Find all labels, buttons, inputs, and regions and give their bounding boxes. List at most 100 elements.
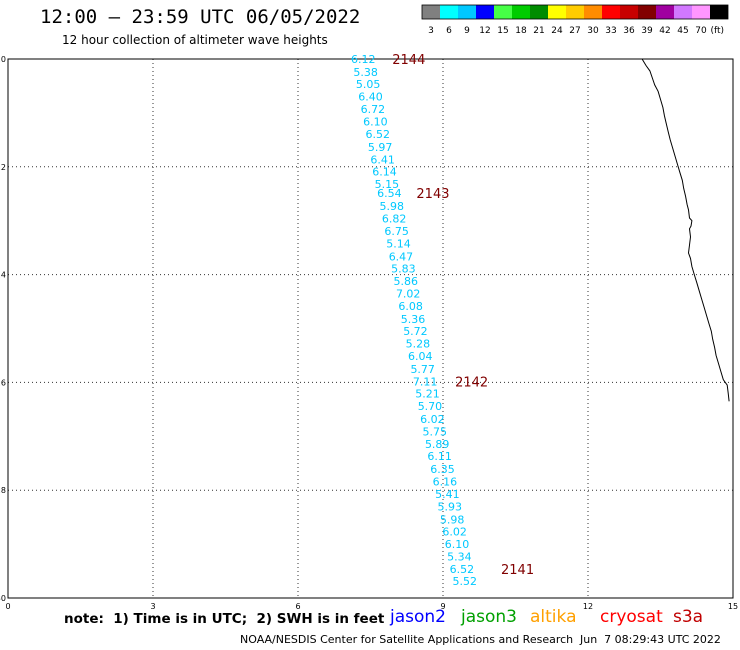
x-tick-label: 12 [583, 602, 593, 611]
pass-number-label: 2141 [501, 563, 534, 578]
swh-value-label: 5.75 [423, 425, 448, 438]
swh-value-label: 6.14 [372, 166, 397, 179]
swh-value-label: 5.52 [453, 575, 478, 588]
x-tick-label: 9 [440, 602, 445, 611]
footer-note: note: 1) Time is in UTC; 2) SWH is in fe… [64, 611, 385, 627]
colorbar-label: 39 [641, 26, 653, 36]
colorbar-label: 30 [587, 26, 599, 36]
colorbar-label: 21 [533, 26, 544, 36]
y-tick-label: -28 [0, 486, 6, 495]
swh-value-label: 6.10 [363, 116, 388, 129]
swh-value-label: 5.97 [368, 141, 393, 154]
colorbar-swatch [638, 5, 656, 19]
swh-value-label: 5.36 [401, 313, 426, 326]
colorbar-swatch [440, 5, 458, 19]
colorbar-label: 24 [551, 26, 563, 36]
colorbar-swatch [422, 5, 440, 19]
swh-value-label: 6.72 [361, 103, 386, 116]
swh-value-label: 6.54 [377, 187, 402, 200]
colorbar-swatch [656, 5, 674, 19]
wave-height-colorbar: 3 6 9 12 15 18 21 24 27 30 33 36 39 42 45 70 (ft) [421, 4, 729, 36]
swh-value-label: 5.72 [403, 325, 428, 338]
colorbar-swatch [548, 5, 566, 19]
swh-value-label: 5.70 [418, 400, 443, 413]
colorbar-label: 45 [677, 26, 688, 36]
swh-value-label: 5.15 [375, 178, 400, 191]
satellite-legend-s3a: s3a [673, 607, 704, 627]
swh-value-label: 5.28 [406, 338, 431, 351]
colorbar-unit-label: (ft) [710, 26, 724, 36]
map-subtitle: 12 hour collection of altimeter wave hei… [62, 33, 328, 47]
colorbar-swatch [566, 5, 584, 19]
footer-timestamp: Jun 7 08:29:43 UTC 2022 [580, 633, 721, 646]
colorbar-frame [421, 4, 729, 20]
swh-value-label: 6.47 [389, 250, 414, 263]
swh-value-label: 6.10 [445, 538, 470, 551]
swh-value-label: 5.86 [394, 275, 419, 288]
satellite-legend-altika: altika [530, 607, 577, 627]
swh-value-label: 5.89 [425, 438, 450, 451]
colorbar-swatch [476, 5, 494, 19]
colorbar-label: 9 [464, 26, 470, 36]
map-frame [7, 58, 734, 599]
swh-value-label: 6.08 [398, 300, 423, 313]
colorbar-swatch [602, 5, 620, 19]
y-tick-label: -22 [0, 163, 6, 172]
y-tick-label: -26 [0, 378, 6, 387]
swh-value-label: 7.02 [396, 287, 421, 300]
map-title: 12:00 — 23:59 UTC 06/05/2022 [40, 6, 361, 28]
swh-value-label: 6.02 [442, 526, 467, 539]
swh-value-label: 6.52 [450, 563, 475, 576]
satellite-legend-jason3: jason3 [461, 607, 517, 627]
swh-value-label: 7.11 [413, 375, 438, 388]
colorbar-label: 3 [428, 26, 434, 36]
y-tick-label: -20 [0, 55, 6, 64]
swh-value-label: 6.82 [382, 213, 407, 226]
pass-number-label: 2142 [455, 375, 488, 390]
colorbar-label: 42 [659, 26, 670, 36]
swh-value-label: 5.34 [447, 550, 472, 563]
colorbar-swatch [674, 5, 692, 19]
swh-value-label: 6.04 [408, 350, 433, 363]
swh-value-label: 5.93 [438, 500, 463, 513]
colorbar-swatch [530, 5, 548, 19]
colorbar-label: 6 [446, 26, 452, 36]
swh-value-label: 6.02 [420, 413, 445, 426]
colorbar-swatch [710, 5, 728, 19]
colorbar-label: 70 [695, 26, 707, 36]
swh-value-label: 5.05 [356, 78, 381, 91]
y-tick-label: -24 [0, 271, 6, 280]
colorbar-swatch [620, 5, 638, 19]
colorbar-label: 12 [479, 26, 490, 36]
swh-value-label: 6.52 [366, 128, 391, 141]
x-tick-label: 15 [728, 602, 738, 611]
colorbar-swatch [692, 5, 710, 19]
colorbar-swatch [458, 5, 476, 19]
swh-value-label: 6.35 [430, 463, 455, 476]
swh-value-label: 5.14 [386, 237, 411, 250]
swh-value-label: 5.77 [410, 363, 435, 376]
y-tick-label: -30 [0, 594, 6, 603]
colorbar-swatch [584, 5, 602, 19]
swh-value-label: 5.41 [435, 488, 460, 501]
coastline [641, 58, 730, 402]
swh-value-label: 6.41 [370, 153, 395, 166]
swh-value-label: 6.11 [427, 450, 452, 463]
colorbar-swatch [494, 5, 512, 19]
colorbar-label: 27 [569, 26, 580, 36]
colorbar-label: 15 [497, 26, 508, 36]
pass-number-label: 2144 [392, 53, 425, 68]
colorbar-swatch [512, 5, 530, 19]
swh-value-label: 6.40 [358, 91, 383, 104]
colorbar-label: 33 [605, 26, 616, 36]
x-tick-label: 0 [5, 602, 10, 611]
swh-value-label: 5.38 [353, 66, 378, 79]
swh-value-label: 6.12 [351, 53, 376, 66]
pass-number-label: 2143 [416, 187, 449, 202]
x-tick-label: 3 [150, 602, 155, 611]
footer-credit: NOAA/NESDIS Center for Satellite Applica… [240, 633, 574, 646]
swh-value-label: 6.75 [384, 225, 409, 238]
satellite-legend-jason2: jason2 [390, 607, 446, 627]
